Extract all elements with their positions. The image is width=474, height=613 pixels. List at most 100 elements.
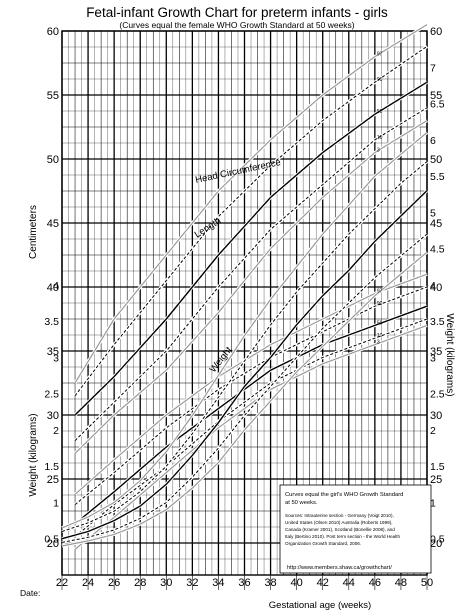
y-tick-label-kg-left: 2: [53, 425, 59, 437]
y-tick-label-kg-left: 1.5: [44, 461, 59, 473]
y-tick-label-cm-right: 45: [430, 218, 442, 230]
y-tick-label-kg-right: 5: [430, 207, 436, 219]
y-tick-label-kg-left: 4: [53, 280, 59, 292]
y-tick-label-cm-right: 40: [430, 282, 442, 294]
length-percentile-label: 3: [377, 148, 380, 154]
info-source-line: United States (Olsen 2010) Australia (Ro…: [285, 520, 393, 525]
length-percentile-label: 97: [377, 52, 383, 58]
info-box-frame: [279, 484, 432, 574]
x-tick-label: 30: [160, 577, 172, 589]
y-tick-label-kg-right: 2: [430, 425, 436, 437]
x-tick-label: 46: [369, 577, 381, 589]
x-tick-label: 50: [421, 577, 433, 589]
x-tick-label: 48: [395, 577, 407, 589]
length-percentile-label: 90: [377, 77, 383, 83]
y-tick-label-kg-left: 3.5: [44, 316, 59, 328]
y-tick-label-kg-right: 4: [430, 280, 436, 292]
x-tick-label: 34: [212, 577, 224, 589]
weight-curve-percentile-50: [61, 190, 428, 540]
y-tick-label-kg-right: 5.5: [430, 171, 445, 183]
y-tick-label-cm-left: 55: [47, 90, 59, 102]
date-label: Date:: [20, 588, 40, 598]
info-source-line: Organization Growth Standard, 2006.: [285, 541, 361, 546]
y-tick-label-kg-right: 1: [430, 497, 436, 509]
y-tick-label-cm-right: 20: [430, 538, 442, 550]
info-source-line: Italy (Bertino 2010). Post term section …: [285, 534, 401, 539]
info-box: Curves equal the girl's WHO Growth Stand…: [279, 484, 432, 574]
y-tick-label-cm-left: 40: [47, 282, 59, 294]
y-tick-label-kg-right: 1.5: [430, 461, 445, 473]
x-tick-label: 32: [186, 577, 198, 589]
y-tick-label-kg-left: 0.5: [44, 534, 59, 546]
y-tick-label-cm-left: 50: [47, 154, 59, 166]
length-percentile-label: 50: [377, 109, 383, 115]
head-percentile-label: 3: [377, 340, 380, 346]
x-tick-label: 22: [56, 577, 68, 589]
length-curve-percentile-3: [74, 120, 428, 454]
length-percentile-label: 10: [377, 135, 383, 141]
y-tick-label-kg-right: 6.5: [430, 99, 445, 111]
length-curve-percentile-97: [74, 24, 428, 384]
y-tick-label-cm-left: 30: [47, 410, 59, 422]
y-tick-label-cm-right: 25: [430, 474, 442, 486]
y-tick-label-cm-right: 60: [430, 26, 442, 38]
y-tick-label-kg-right: 6: [430, 135, 436, 147]
head-curve-percentile-90: [74, 286, 428, 505]
info-box-url[interactable]: http://www.members.shaw.ca/growthchart/: [287, 565, 392, 571]
info-box-sources: Sources: Intrauterine section - Germany …: [285, 513, 401, 546]
y-tick-label-cm-right: 35: [430, 346, 442, 358]
grid: [61, 30, 428, 590]
head-percentile-label: 10: [377, 333, 383, 339]
y-tick-label-cm-left: 60: [47, 26, 59, 38]
length-curve-percentile-50: [74, 81, 428, 416]
length-curve-percentile-10: [74, 107, 428, 441]
y-tick-label-kg-left: 1: [53, 497, 59, 509]
y-tick-label-cm-right: 50: [430, 154, 442, 166]
weight-curve-percentile-97: [61, 132, 428, 529]
info-source-line: Canada (Kramer 2001), Scotland (Bonellie…: [285, 527, 395, 532]
y-tick-label-cm-left: 20: [47, 538, 59, 550]
x-tick-label: 28: [134, 577, 146, 589]
head-curve-percentile-50: [74, 305, 428, 525]
x-tick-label: 38: [264, 577, 276, 589]
y-tick-label-kg-left: 3: [53, 352, 59, 364]
y-tick-label-kg-right: 0.5: [430, 534, 445, 546]
x-tick-label: 24: [82, 577, 94, 589]
info-source-line: Sources: Intrauterine section - Germany …: [285, 513, 394, 518]
y-axis-label-centimeters: Centimeters: [28, 205, 39, 259]
y-tick-label-cm-left: 35: [47, 346, 59, 358]
head-percentile-label: 97: [377, 288, 383, 294]
y-tick-label-cm-left: 45: [47, 218, 59, 230]
x-tick-label: 26: [108, 577, 120, 589]
weight-curve-percentile-10: [61, 233, 428, 543]
y-axis-label-weight-left: Weight (kilograms): [28, 413, 39, 496]
head-curve-percentile-10: [74, 318, 428, 537]
length-curve-percentile-90: [74, 45, 428, 397]
weight-curve-percentile-90: [61, 161, 428, 532]
info-box-heading: Curves equal the girl's WHO Growth Stand…: [285, 492, 405, 506]
y-tick-label-kg-right: 3.5: [430, 316, 445, 328]
y-tick-label-cm-right: 30: [430, 410, 442, 422]
y-tick-label-kg-left: 2.5: [44, 389, 59, 401]
head-percentile-label: 90: [377, 301, 383, 307]
x-tick-label: 42: [317, 577, 329, 589]
y-tick-label-cm-left: 25: [47, 474, 59, 486]
x-tick-label: 40: [291, 577, 303, 589]
x-tick-label: 44: [343, 577, 355, 589]
y-tick-label-kg-right: 2.5: [430, 389, 445, 401]
y-tick-label-kg-right: 3: [430, 352, 436, 364]
head-percentile-label: 50: [377, 320, 383, 326]
chart-subtitle: (Curves equal the female WHO Growth Stan…: [119, 20, 354, 30]
x-tick-label: 36: [238, 577, 250, 589]
x-axis-label: Gestational age (weeks): [269, 600, 371, 611]
chart-title: Fetal-infant Growth Chart for preterm in…: [86, 5, 388, 20]
y-axis-label-weight-right: Weight (kilograms): [444, 313, 455, 396]
y-tick-label-kg-right: 4.5: [430, 244, 445, 256]
weight-curve-percentile-3: [61, 251, 428, 547]
y-tick-label-cm-right: 55: [430, 90, 442, 102]
y-tick-label-kg-right: 7: [430, 62, 436, 74]
head-curve-percentile-3: [74, 324, 428, 550]
